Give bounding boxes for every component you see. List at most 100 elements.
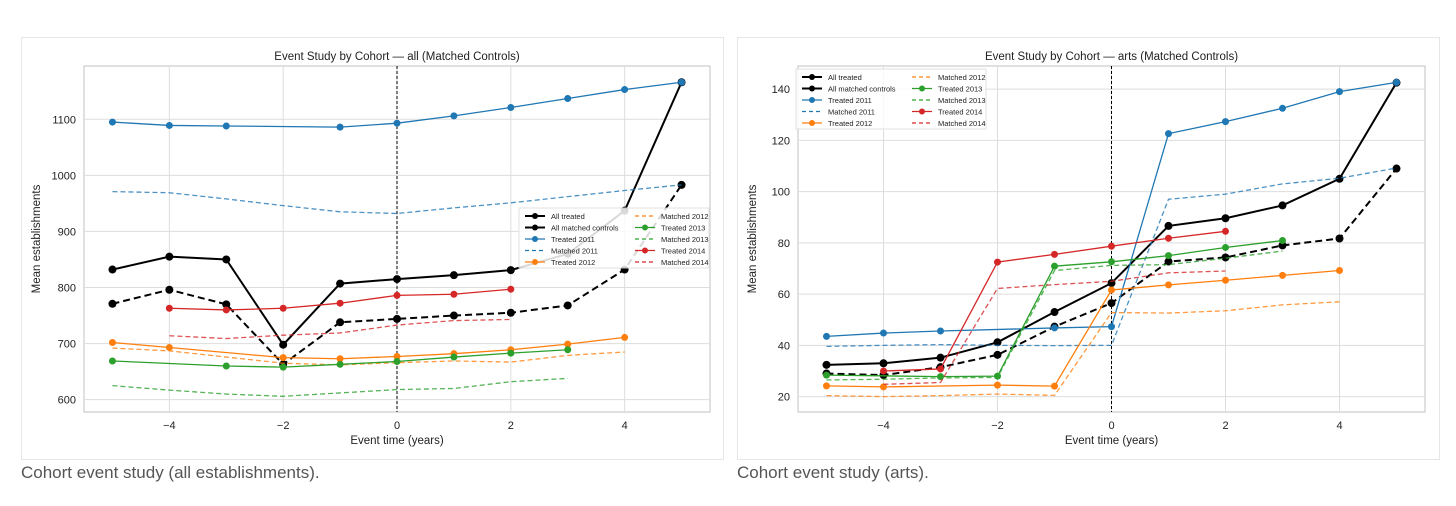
legend-marker [642,224,648,231]
data-point [1165,281,1172,289]
data-point [507,285,515,293]
data-point [1051,324,1058,332]
data-point [393,314,401,323]
x-tick-label: 4 [1336,420,1342,432]
series-line [826,167,1397,348]
data-point [937,327,944,335]
data-point [822,360,831,369]
data-point [936,353,945,362]
series-line [112,184,683,366]
data-point [1221,253,1230,262]
data-point [449,311,458,320]
data-point [108,357,116,365]
series-treated-2012 [823,267,1343,391]
data-point [1279,104,1286,112]
x-tick-label: 0 [1108,420,1114,432]
data-point [823,332,830,340]
legend-marker [809,74,815,80]
data-point [393,119,401,127]
data-point [1050,308,1059,317]
y-tick-label: 60 [778,289,790,301]
data-point [165,252,174,261]
chart-arts: −4 −2 0 2 4 20 40 60 80 100 120 140 Event Study by C… [747,51,1426,447]
data-point [222,300,231,309]
series-treated-2011 [108,78,686,131]
data-point [336,355,344,363]
data-point [336,123,344,131]
legend-box [518,207,710,269]
legend-marker [532,236,538,242]
data-point [879,359,888,368]
data-point [393,352,401,360]
chart-card-all: −4 −2 0 2 4 600 700 800 900 1000 1100 Event Study b… [21,37,724,460]
data-point [165,121,173,129]
series-line [169,318,511,340]
data-point [823,382,830,390]
data-point [1221,214,1230,223]
data-point [564,340,572,348]
data-point [108,299,117,308]
chart-title: Event Study by Cohort — all (Matched Con… [274,51,520,63]
series-all-treated [822,78,1401,369]
legend-label: Treated 2013 [938,85,982,94]
data-point [564,95,572,103]
data-point [1278,201,1287,210]
data-point [1279,271,1286,279]
legend-label: All matched controls [828,85,896,94]
legend-marker [919,85,925,92]
x-tick-label: 2 [1222,420,1228,432]
data-point [336,318,345,327]
legend-label: Matched 2012 [661,212,709,221]
series-treated-2014 [165,285,515,314]
y-axis-label: Mean establishments [31,184,43,293]
chart-title: Event Study by Cohort — arts (Matched Co… [985,51,1238,63]
data-point [1164,221,1173,230]
chart-all: −4 −2 0 2 4 600 700 800 900 1000 1100 Event Study b… [31,51,711,447]
series-line [112,81,682,128]
data-point [993,350,1002,359]
data-point [823,371,830,379]
data-point [393,291,401,299]
legend-marker [532,259,538,265]
series-line [112,184,682,215]
y-tick-label: 40 [778,340,790,352]
data-point [393,275,401,284]
legend-label: Treated 2011 [828,96,872,105]
data-point [279,340,288,349]
data-point [108,338,116,346]
y-tick-label: 1100 [52,114,76,126]
y-tick-label: 800 [58,283,76,295]
data-point [1279,237,1286,245]
caption-arts: Cohort event study (arts). [737,463,929,482]
data-point [450,353,458,361]
legend-label: All treated [551,212,585,221]
data-point [108,118,116,126]
series-line [112,347,625,366]
legend-box [795,68,987,130]
data-point [450,290,458,298]
series-line [112,377,568,397]
data-point [393,358,401,366]
series-matched-2013 [112,377,568,397]
y-tick-label: 600 [58,395,76,407]
data-point [1165,234,1172,242]
legend-marker [642,247,648,254]
data-point [1336,267,1343,275]
data-point [1165,130,1172,138]
data-point [165,285,174,294]
legend-marker [809,85,815,92]
data-point [1335,174,1344,183]
series-line [826,81,1397,338]
x-tick-label: −2 [991,420,1004,432]
data-point [1051,262,1058,270]
series-matched-2014 [169,318,511,340]
x-axis-label: Event time (years) [1065,435,1158,447]
y-tick-label: 700 [58,339,76,351]
data-point [563,301,572,310]
data-point [222,362,230,370]
data-point [1051,250,1058,258]
y-tick-label: 20 [778,392,790,404]
data-point [1108,258,1115,266]
data-point [450,112,458,120]
y-tick-label: 140 [772,84,790,96]
